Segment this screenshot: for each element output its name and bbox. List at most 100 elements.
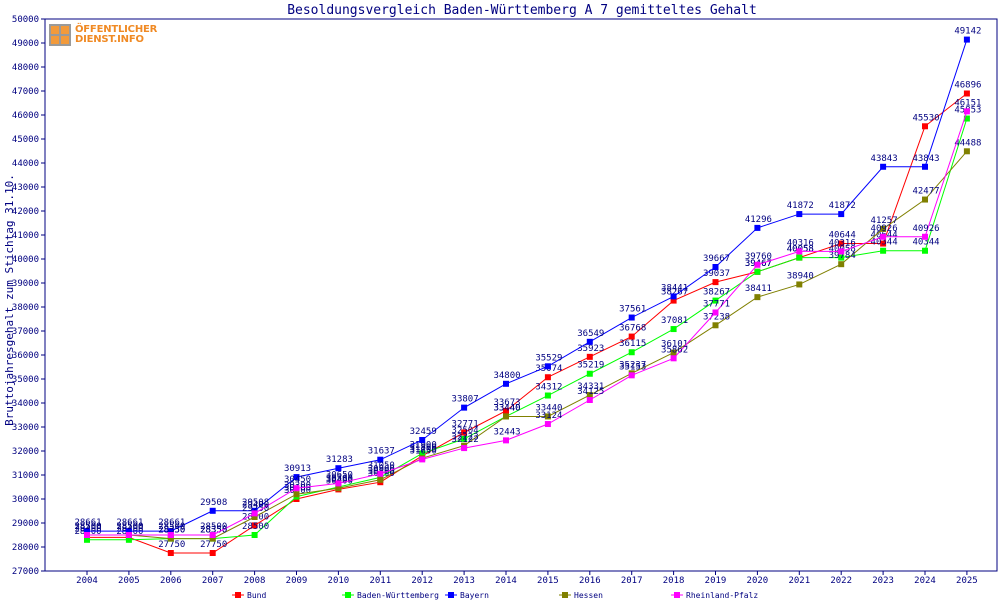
- y-tick-label: 45000: [12, 135, 39, 145]
- data-label: 29250: [242, 504, 269, 514]
- x-tick-label: 2023: [872, 576, 894, 586]
- data-label: 28661: [74, 518, 101, 528]
- x-tick-label: 2018: [663, 576, 685, 586]
- data-label: 28500: [158, 522, 185, 532]
- series-line-0: [87, 93, 968, 554]
- data-label: 28500: [74, 522, 101, 532]
- series-line-3: [87, 150, 968, 540]
- x-tick-label: 2005: [118, 576, 140, 586]
- y-tick-label: 40000: [12, 255, 39, 265]
- data-label: 27750: [158, 540, 185, 550]
- data-label: 31700: [410, 445, 437, 455]
- data-label: 28500: [116, 522, 143, 532]
- data-label: 46896: [954, 80, 981, 90]
- data-label: 39784: [829, 251, 856, 261]
- data-label: 28350: [158, 526, 185, 536]
- data-label: 38267: [661, 288, 688, 298]
- y-tick-label: 28000: [12, 543, 39, 553]
- x-tick-label: 2020: [747, 576, 769, 586]
- data-point: [963, 148, 970, 155]
- data-label: 38411: [745, 284, 772, 294]
- data-point: [754, 261, 761, 268]
- y-tick-label: 49000: [12, 39, 39, 49]
- data-label: 33807: [452, 395, 479, 405]
- series-line-2: [87, 39, 968, 532]
- data-label: 40926: [912, 224, 939, 234]
- y-tick-label: 48000: [12, 63, 39, 73]
- logo-icon: [49, 24, 71, 46]
- data-point: [251, 532, 258, 538]
- data-label: 31050: [368, 461, 395, 471]
- data-point: [461, 435, 468, 442]
- data-point: [922, 247, 928, 254]
- data-point: [503, 437, 509, 444]
- legend-entry-label: Bund: [247, 591, 266, 600]
- legend-swatch-marker: [674, 592, 680, 598]
- data-label: 37238: [703, 312, 730, 322]
- data-label: 31637: [368, 447, 395, 457]
- data-point: [922, 196, 928, 203]
- legend-swatch-marker: [235, 592, 241, 598]
- data-label: 49142: [954, 27, 981, 37]
- data-point: [84, 528, 90, 535]
- data-point: [712, 263, 719, 270]
- data-point: [586, 338, 593, 345]
- data-point: [251, 510, 258, 517]
- data-point: [125, 532, 132, 538]
- data-label: 33440: [493, 403, 520, 413]
- data-label: 40344: [871, 238, 898, 248]
- y-tick-label: 50000: [12, 15, 39, 25]
- x-tick-label: 2007: [202, 576, 224, 586]
- data-label: 38267: [703, 288, 730, 298]
- data-label: 32223: [452, 433, 479, 443]
- data-label: 35529: [535, 353, 562, 363]
- data-point: [838, 211, 845, 218]
- data-label: 36115: [619, 339, 646, 349]
- data-point: [167, 535, 174, 542]
- legend-swatch-marker: [448, 592, 454, 598]
- data-point: [880, 163, 887, 170]
- x-tick-label: 2012: [411, 576, 433, 586]
- series-line-1: [87, 118, 968, 541]
- y-tick-label: 35000: [12, 375, 39, 385]
- data-point: [963, 90, 970, 97]
- data-label: 41872: [829, 201, 856, 211]
- data-point: [335, 465, 342, 472]
- y-axis-label: Bruttojahresgehalt zum Stichtag 31.10.: [3, 174, 16, 426]
- data-point: [963, 36, 970, 43]
- data-label: 35923: [577, 344, 604, 354]
- x-tick-label: 2025: [956, 576, 978, 586]
- data-label: 29400: [242, 500, 269, 510]
- data-point: [670, 326, 677, 333]
- data-label: 40926: [871, 224, 898, 234]
- data-point: [544, 392, 551, 399]
- legend-entry-label: Bayern: [460, 591, 489, 600]
- data-point: [461, 445, 468, 452]
- plot-area-frame: [44, 18, 998, 572]
- data-label: 28500: [74, 522, 101, 532]
- data-label: 37771: [703, 299, 730, 309]
- data-point: [84, 532, 90, 538]
- data-label: 29508: [200, 498, 227, 508]
- y-tick-label: 32000: [12, 447, 39, 457]
- y-tick-label: 44000: [12, 159, 39, 169]
- data-point: [712, 309, 719, 316]
- data-point: [754, 268, 761, 275]
- data-label: 32443: [493, 427, 520, 437]
- data-label: 29508: [242, 498, 269, 508]
- data-point: [377, 470, 384, 477]
- data-label: 28661: [116, 518, 143, 528]
- data-point: [796, 254, 803, 261]
- data-point: [377, 456, 384, 463]
- data-label: 28350: [200, 526, 227, 536]
- data-point: [670, 293, 677, 300]
- data-label: 30450: [284, 475, 311, 485]
- data-point: [251, 522, 258, 529]
- x-tick-label: 2024: [914, 576, 936, 586]
- data-point: [503, 407, 509, 414]
- data-label: 31283: [326, 455, 353, 465]
- data-label: 33673: [493, 398, 520, 408]
- data-label: 30900: [368, 464, 395, 474]
- y-tick-label: 27000: [12, 567, 39, 577]
- x-tick-label: 2004: [76, 576, 98, 586]
